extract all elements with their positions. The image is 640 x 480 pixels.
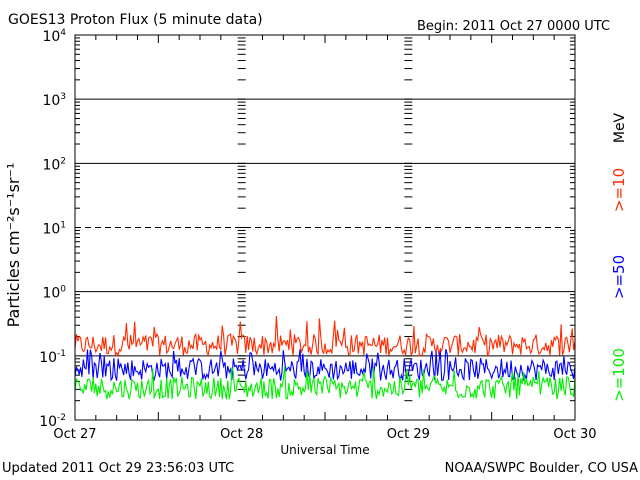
y-tick-labels: 10-2 10-1 100 101 102 103 104: [39, 28, 66, 430]
plot-frame: [74, 34, 576, 421]
footer-source: NOAA/SWPC Boulder, CO USA: [445, 461, 638, 476]
y-tick-label: 100: [42, 285, 66, 302]
legend-entry-2: >=50: [610, 255, 628, 299]
y-tick-label: 103: [42, 92, 66, 109]
x-axis-label: Universal Time: [280, 443, 369, 457]
grid: [75, 35, 575, 421]
legend-unit: MeV: [612, 112, 628, 143]
legend-entry-3: >=100: [610, 348, 628, 402]
y-tick-label: 101: [42, 221, 66, 238]
y-axis-label: Particles cm⁻²s⁻¹sr⁻¹: [4, 163, 23, 328]
x-tick-label: Oct 28: [220, 427, 263, 442]
footer-updated: Updated 2011 Oct 29 23:56:03 UTC: [2, 461, 234, 476]
begin-label: Begin: 2011 Oct 27 0000 UTC: [417, 19, 610, 34]
x-tick-labels: Oct 27 Oct 28 Oct 29 Oct 30: [53, 427, 596, 442]
series-line-1: [74, 315, 576, 358]
legend-entry-1: >=10: [610, 168, 628, 212]
series-line-2: [74, 348, 576, 382]
y-tick-label: 10-1: [39, 349, 66, 366]
chart-title: GOES13 Proton Flux (5 minute data): [8, 12, 263, 28]
x-tick-label: Oct 29: [387, 427, 430, 442]
legend: MeV >=10 >=50 >=100: [610, 112, 628, 401]
y-tick-label: 104: [42, 28, 66, 45]
series-line-3: [74, 365, 576, 400]
x-tick-label: Oct 27: [53, 427, 96, 442]
series-layer: [74, 315, 576, 400]
y-tick-label: 10-2: [39, 413, 66, 430]
x-tick-label: Oct 30: [553, 427, 596, 442]
y-tick-label: 102: [42, 156, 66, 173]
